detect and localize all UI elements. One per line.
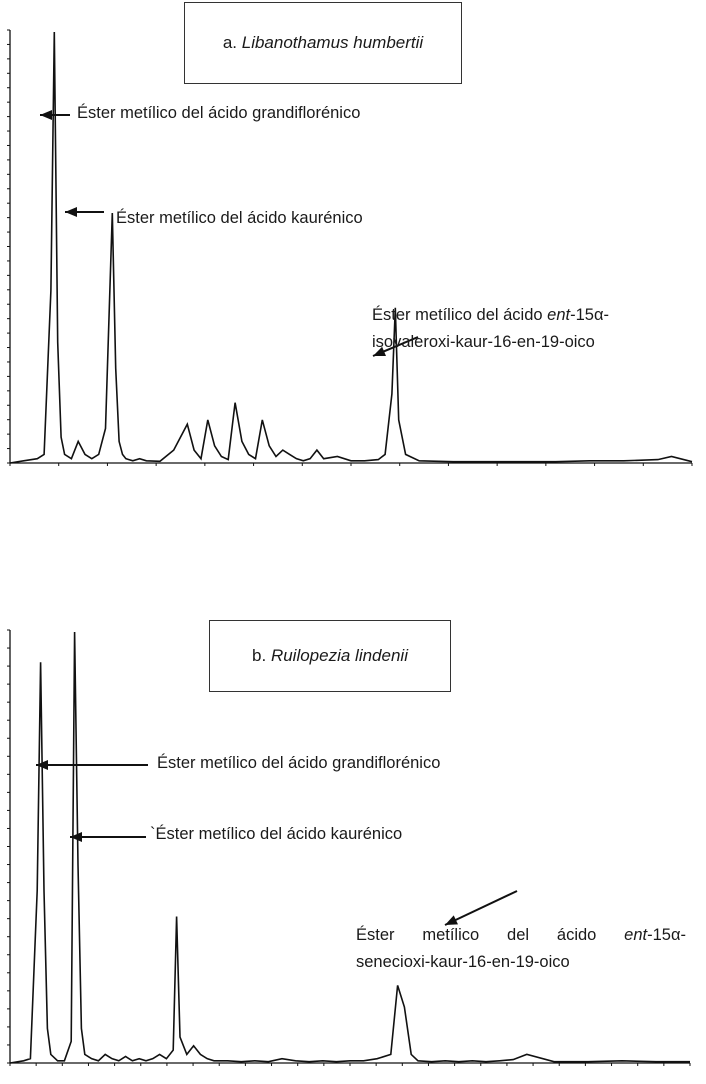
- annotation-a-1: Éster metílico del ácido grandiflorénico: [77, 100, 360, 127]
- annotation-arrowhead-b-1: [36, 760, 48, 770]
- annotation-a-3-line1: Éster metílico del ácido ent-15α-: [372, 306, 609, 324]
- arrows-b: [36, 760, 518, 926]
- annotation-b-3: Éster metílico del ácido ent-15α- seneci…: [356, 922, 686, 976]
- title-species-b: Ruilopezia lindenii: [270, 646, 408, 665]
- chart-panel-a: a. Libanothamus humbertii Éster metílico…: [0, 0, 706, 500]
- annotation-arrowhead-a-1: [40, 110, 52, 120]
- annotation-arrowhead-a-3: [373, 346, 386, 356]
- annotation-arrowhead-b-3: [445, 915, 458, 925]
- annotation-b-2-text: `Éster metílico del ácido kaurénico: [150, 825, 403, 843]
- chromatogram-b: [7, 629, 691, 1066]
- annotation-a-3-line2: isovaleroxi-kaur-16-en-19-oico: [372, 333, 595, 351]
- trace-b-line: [9, 631, 690, 1064]
- ticks-b: [7, 629, 691, 1066]
- ticks-a: [7, 29, 693, 466]
- chart-title-b: b. Ruilopezia lindenii: [209, 620, 451, 692]
- title-label-a: a.: [222, 33, 237, 52]
- annotation-b-3-line2: senecioxi-kaur-16-en-19-oico: [356, 953, 570, 971]
- annotation-a-2: Éster metílico del ácido kaurénico: [116, 205, 363, 232]
- title-species-a: Libanothamus humbertii: [241, 33, 424, 52]
- annotation-arrowhead-b-2: [70, 832, 82, 842]
- trace-a-line: [9, 31, 693, 464]
- title-label-b: b.: [252, 646, 267, 665]
- chromatogram-a: [7, 29, 693, 466]
- annotation-a-1-text: Éster metílico del ácido grandiflorénico: [77, 104, 361, 122]
- chart-panel-b: b. Ruilopezia lindenii Éster metílico de…: [0, 600, 706, 1084]
- arrows-a: [40, 110, 419, 357]
- annotation-arrow-b-3: [444, 890, 518, 926]
- annotation-a-3: Éster metílico del ácido ent-15α- isoval…: [372, 302, 609, 356]
- annotation-a-2-text: Éster metílico del ácido kaurénico: [116, 209, 363, 227]
- annotation-arrowhead-a-2: [65, 207, 77, 217]
- annotation-b-1-text: Éster metílico del ácido grandiflorénico: [157, 754, 441, 772]
- annotation-b-3-line1: Éster metílico del ácido ent-15α-: [356, 926, 686, 944]
- annotation-b-2: `Éster metílico del ácido kaurénico: [150, 821, 402, 848]
- chart-title-a: a. Libanothamus humbertii: [184, 2, 462, 84]
- annotation-b-1: Éster metílico del ácido grandiflorénico: [157, 750, 440, 777]
